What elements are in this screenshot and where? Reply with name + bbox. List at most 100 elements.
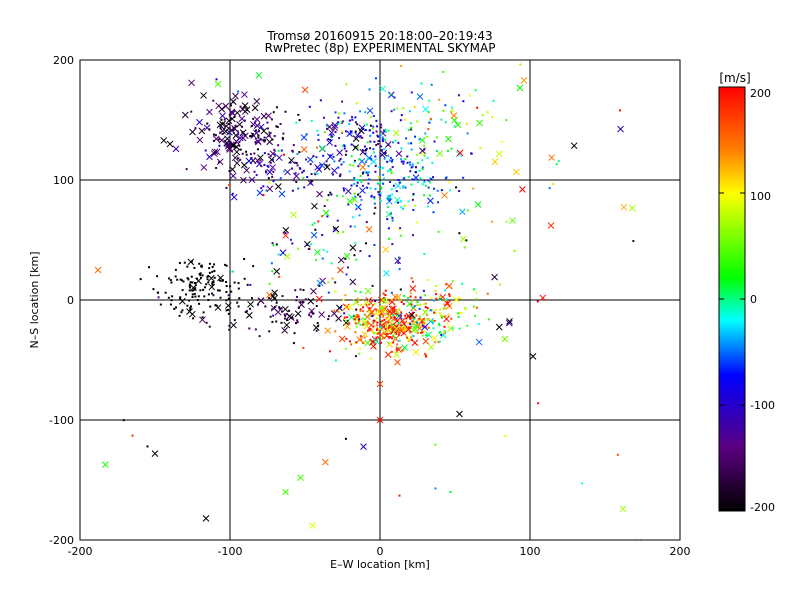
scatter-dot-point <box>275 106 278 109</box>
scatter-cross-point <box>229 110 237 117</box>
scatter-dot-point <box>292 144 295 147</box>
scatter-dot-point <box>438 324 441 327</box>
scatter-dot-point <box>581 482 584 485</box>
scatter-dot-point <box>225 309 228 312</box>
scatter-dot-point <box>169 279 172 282</box>
scatter-dot-point <box>191 296 194 299</box>
scatter-dot-point <box>315 156 318 159</box>
scatter-dot-point <box>225 186 228 189</box>
scatter-cross-point <box>367 321 375 329</box>
scatter-dot-point <box>388 198 391 201</box>
scatter-dot-point <box>388 336 391 339</box>
scatter-dot-point <box>217 289 220 292</box>
scatter-dot-point <box>224 263 227 266</box>
scatter-dot-point <box>315 304 318 307</box>
data-points <box>94 63 642 540</box>
scatter-cross-point <box>233 148 241 156</box>
scatter-dot-point <box>397 308 400 311</box>
scatter-cross-point <box>245 311 253 319</box>
scatter-dot-point <box>389 169 392 172</box>
scatter-dot-point <box>237 157 240 160</box>
scatter-cross-point <box>335 315 342 322</box>
scatter-cross-point <box>216 121 224 129</box>
scatter-dot-point <box>207 299 210 302</box>
scatter-dot-point <box>361 172 364 175</box>
scatter-dot-point <box>298 119 301 122</box>
scatter-dot-point <box>388 300 391 303</box>
scatter-cross-point <box>255 71 263 79</box>
scatter-dot-point <box>393 96 396 99</box>
scatter-dot-point <box>391 243 394 246</box>
scatter-cross-point <box>270 295 278 302</box>
scatter-dot-point <box>345 320 348 323</box>
scatter-dot-point <box>196 277 199 280</box>
scatter-cross-point <box>336 149 343 156</box>
scatter-dot-point <box>368 129 371 132</box>
scatter-dot-point <box>440 189 443 192</box>
scatter-dot-point <box>399 288 402 291</box>
scatter-cross-point <box>412 348 420 356</box>
scatter-dot-point <box>421 168 424 171</box>
scatter-cross-point <box>233 159 241 167</box>
scatter-dot-point <box>206 278 209 281</box>
scatter-cross-point <box>392 335 400 343</box>
scatter-dot-point <box>366 322 369 325</box>
scatter-dot-point <box>373 196 376 199</box>
scatter-cross-point <box>393 325 400 333</box>
scatter-dot-point <box>395 348 398 351</box>
scatter-dot-point <box>383 177 386 180</box>
scatter-dot-point <box>390 172 393 175</box>
scatter-dot-point <box>294 172 297 175</box>
scatter-dot-point <box>234 124 237 127</box>
scatter-dot-point <box>248 327 251 330</box>
scatter-dot-point <box>426 278 429 281</box>
scatter-dot-point <box>398 494 401 497</box>
scatter-dot-point <box>282 132 285 135</box>
scatter-dot-point <box>227 297 230 300</box>
scatter-cross-point <box>310 231 318 239</box>
scatter-dot-point <box>433 319 436 322</box>
scatter-dot-point <box>334 281 337 284</box>
scatter-dot-point <box>182 280 185 283</box>
scatter-dot-point <box>263 152 266 155</box>
scatter-dot-point <box>335 194 338 197</box>
scatter-dot-point <box>190 305 193 308</box>
scatter-dot-point <box>348 340 351 343</box>
scatter-cross-point <box>281 305 289 313</box>
scatter-dot-point <box>368 255 371 258</box>
scatter-cross-point <box>361 330 369 338</box>
scatter-cross-point <box>189 128 196 136</box>
scatter-cross-point <box>307 179 314 187</box>
scatter-dot-point <box>381 337 384 340</box>
scatter-dot-point <box>264 139 267 142</box>
scatter-dot-point <box>249 153 252 156</box>
scatter-dot-point <box>183 261 186 264</box>
scatter-dot-point <box>348 170 351 173</box>
scatter-dot-point <box>406 155 409 158</box>
scatter-dot-point <box>189 306 192 309</box>
scatter-dot-point <box>340 163 343 166</box>
scatter-dot-point <box>464 306 467 309</box>
scatter-dot-point <box>291 242 294 245</box>
scatter-cross-point <box>322 458 329 466</box>
scatter-cross-point <box>309 522 316 529</box>
scatter-dot-point <box>327 291 330 294</box>
scatter-dot-point <box>396 343 399 346</box>
scatter-cross-point <box>406 300 413 308</box>
scatter-dot-point <box>387 342 390 345</box>
scatter-dot-point <box>442 307 445 310</box>
scatter-dot-point <box>475 291 478 294</box>
scatter-dot-point <box>439 314 442 317</box>
scatter-cross-point <box>352 299 360 306</box>
scatter-dot-point <box>237 132 240 135</box>
scatter-dot-point <box>296 321 299 324</box>
scatter-cross-point <box>388 298 396 306</box>
scatter-dot-point <box>219 296 222 299</box>
scatter-dot-point <box>350 143 353 146</box>
scatter-dot-point <box>355 178 358 181</box>
scatter-cross-point <box>230 321 237 329</box>
scatter-dot-point <box>364 128 367 131</box>
scatter-dot-point <box>428 121 431 124</box>
scatter-cross-point <box>229 166 236 173</box>
scatter-dot-point <box>239 158 242 161</box>
